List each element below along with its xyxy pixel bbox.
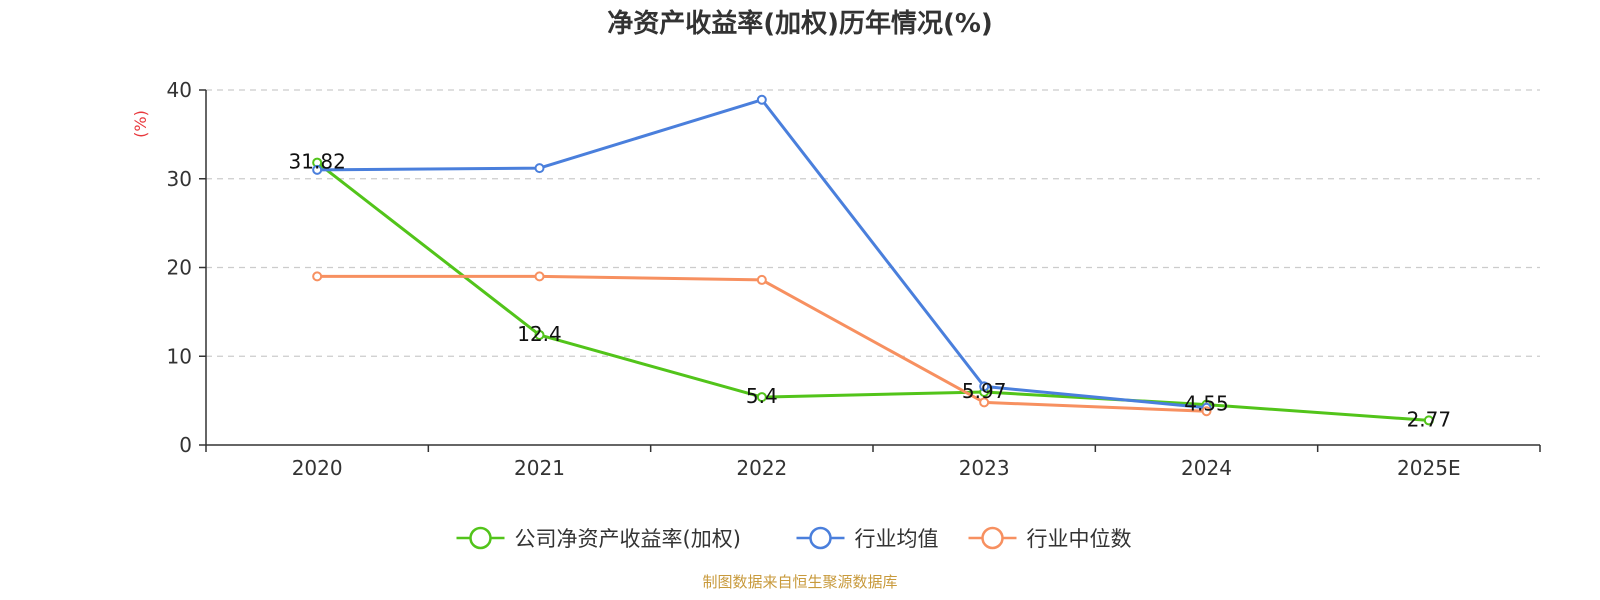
data-point: [1423, 415, 1434, 426]
source-note: 制图数据来自恒生聚源数据库: [702, 573, 897, 591]
data-point: [979, 381, 990, 392]
data-label: 5.4: [746, 384, 778, 408]
y-tick-label: 30: [167, 167, 192, 191]
legend-marker: [809, 526, 832, 550]
data-point: [979, 397, 990, 408]
legend-item-1[interactable]: 行业均值: [796, 526, 939, 551]
data-point: [312, 164, 323, 175]
data-label: 2.77: [1407, 407, 1452, 431]
legend-marker: [469, 526, 492, 550]
x-tick-label: 2025E: [1397, 456, 1461, 480]
data-point: [1201, 406, 1212, 417]
legend[interactable]: 公司净资产收益率(加权) 行业均值 行业中位数: [456, 526, 1132, 551]
legend-marker: [981, 526, 1004, 550]
y-tick-label: 0: [179, 433, 192, 457]
data-point: [534, 329, 545, 340]
legend-item-0[interactable]: 公司净资产收益率(加权): [456, 526, 741, 551]
x-tick-label: 2020: [292, 456, 343, 480]
data-point: [756, 392, 767, 403]
legend-label: 行业均值: [855, 527, 939, 551]
x-tick-label: 2023: [959, 456, 1010, 480]
data-point: [534, 271, 545, 282]
data-point: [534, 163, 545, 174]
data-label: 31.82: [289, 150, 346, 174]
data-point: [312, 271, 323, 282]
x-tick-label: 2021: [514, 456, 565, 480]
series-line-0: [316, 161, 1429, 422]
chart-title: 净资产收益率(加权)历年情况(%): [607, 8, 993, 39]
legend-label: 行业中位数: [1027, 527, 1132, 551]
legend-label: 公司净资产收益率(加权): [515, 527, 741, 551]
y-axis-label: (%): [131, 110, 150, 138]
y-tick-label: 10: [167, 344, 192, 368]
data-label: 12.4: [517, 322, 562, 346]
data-labels: 31.82 12.4 5.4 5.97 4.55 2.77: [289, 150, 1452, 432]
axes: 0 10 20 30 40 2020 2021 2022 2023 2024 2025E: [167, 78, 1541, 480]
data-point: [756, 274, 767, 285]
series-line-1: [317, 98, 1207, 410]
data-point: [756, 94, 767, 105]
x-tick-label: 2024: [1181, 456, 1232, 480]
y-tick-label: 20: [167, 256, 192, 280]
y-tick-label: 40: [167, 78, 192, 102]
legend-item-2[interactable]: 行业中位数: [968, 526, 1132, 551]
x-tick-label: 2022: [736, 456, 787, 480]
grid-lines: [206, 89, 1540, 357]
data-label: 5.97: [962, 379, 1007, 403]
data-label: 4.55: [1184, 392, 1229, 416]
series-lines: [312, 94, 1434, 426]
